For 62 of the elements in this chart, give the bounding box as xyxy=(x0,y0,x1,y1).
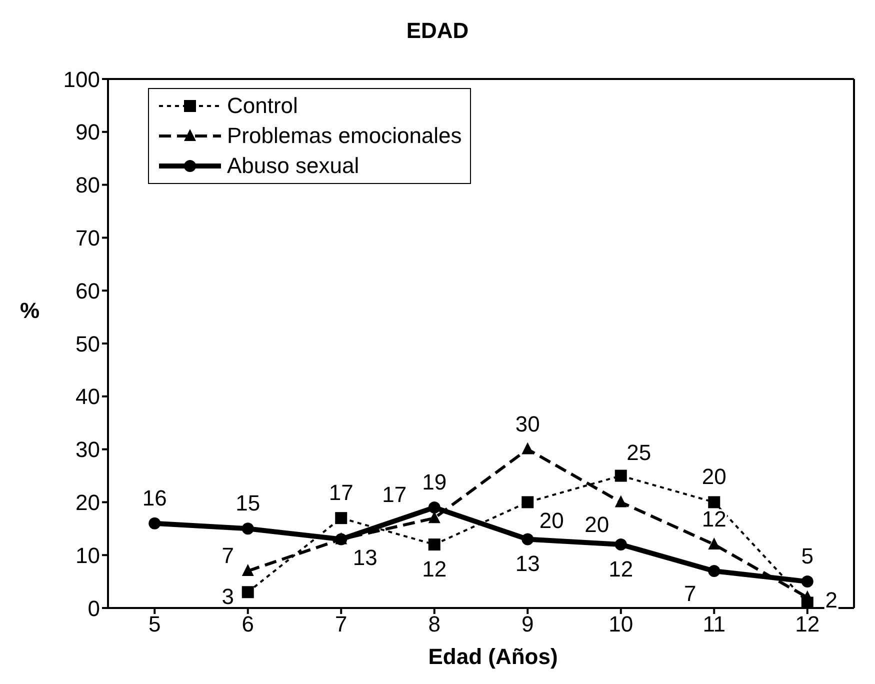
point xyxy=(708,538,720,550)
y-tick-label: 50 xyxy=(76,331,100,356)
data-label: 7 xyxy=(222,542,234,568)
x-tick-label: 8 xyxy=(428,612,440,637)
data-label: 20 xyxy=(539,508,564,534)
point xyxy=(522,442,534,454)
data-label: 16 xyxy=(142,485,167,510)
x-tick-label: 12 xyxy=(795,612,820,637)
point xyxy=(801,576,814,588)
data-label: 17 xyxy=(328,480,354,506)
point xyxy=(428,501,440,514)
x-tick-label: 9 xyxy=(522,612,534,637)
point xyxy=(335,512,348,524)
data-label: 20 xyxy=(702,464,726,490)
legend-label: Control xyxy=(227,93,298,119)
point xyxy=(428,538,440,551)
point xyxy=(242,586,254,598)
data-label: 20 xyxy=(584,512,610,538)
point xyxy=(708,496,720,508)
x-axis-title: Edad (Años) xyxy=(427,644,559,670)
data-label: 15 xyxy=(236,490,260,516)
y-tick-label: 100 xyxy=(63,66,100,92)
y-tick-label: 70 xyxy=(76,226,100,251)
point xyxy=(614,538,627,551)
x-tick-label: 11 xyxy=(702,612,726,637)
point xyxy=(522,496,534,508)
y-axis-title: % xyxy=(20,298,40,324)
x-tick-label: 7 xyxy=(335,612,348,637)
data-label: 17 xyxy=(382,482,407,508)
y-tick-label: 90 xyxy=(76,120,100,145)
y-tick-label: 10 xyxy=(76,542,100,568)
data-label: 13 xyxy=(515,551,540,576)
y-tick-label: 40 xyxy=(76,384,100,410)
legend-label: Abuso sexual xyxy=(227,153,360,179)
legend-label: Problemas emocionales xyxy=(227,123,462,149)
data-label: 3 xyxy=(222,584,234,610)
point xyxy=(148,517,161,530)
data-label: 5 xyxy=(801,544,814,569)
point xyxy=(801,590,814,602)
point xyxy=(708,564,720,577)
point xyxy=(522,533,534,546)
data-label: 12 xyxy=(608,556,634,582)
point xyxy=(242,522,254,535)
data-label: 7 xyxy=(684,580,696,606)
y-tick-label: 0 xyxy=(88,596,100,621)
x-tick-label: 10 xyxy=(608,612,634,637)
data-label: 19 xyxy=(422,469,447,494)
x-tick-label: 6 xyxy=(242,612,254,637)
data-label: 13 xyxy=(352,545,378,570)
data-label: 12 xyxy=(702,506,726,532)
y-tick-label: 80 xyxy=(76,172,100,198)
x-tick-label: 5 xyxy=(148,612,161,637)
y-tick-label: 20 xyxy=(76,490,100,516)
point xyxy=(242,564,254,576)
y-tick-label: 30 xyxy=(76,437,100,462)
data-label: 12 xyxy=(422,556,447,582)
data-label: 25 xyxy=(626,440,652,465)
data-label: 30 xyxy=(515,411,540,436)
chart-title: EDAD xyxy=(405,18,470,44)
point xyxy=(614,470,627,482)
point xyxy=(614,495,627,508)
y-tick-label: 60 xyxy=(76,278,100,304)
